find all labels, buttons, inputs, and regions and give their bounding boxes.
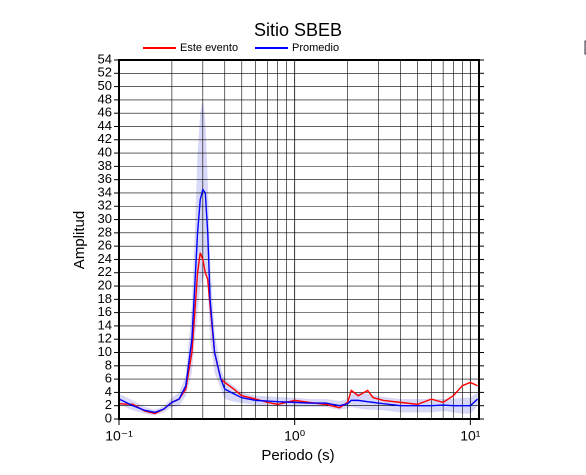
x-axis-label: Periodo (s) xyxy=(261,447,334,464)
y-tick-label: 14 xyxy=(98,317,112,332)
y-tick-label: 46 xyxy=(98,105,112,120)
y-tick-label: 18 xyxy=(98,291,112,306)
series-line xyxy=(118,188,479,414)
y-tick-label: 24 xyxy=(98,251,112,266)
y-tick-label: 4 xyxy=(105,384,112,399)
y-tick-label: 12 xyxy=(98,331,112,346)
y-tick-label: 30 xyxy=(98,211,112,226)
y-tick-label: 42 xyxy=(98,131,112,146)
y-tick-label: 36 xyxy=(98,171,112,186)
y-tick-label: 40 xyxy=(98,145,112,160)
y-tick-label: 34 xyxy=(98,184,112,199)
plot-frame xyxy=(118,59,480,420)
y-tick-label: 8 xyxy=(105,357,112,372)
y-tick-label: 26 xyxy=(98,238,112,253)
y-tick-label: 10 xyxy=(98,344,112,359)
y-tick-label: 0 xyxy=(105,410,112,425)
x-tick-label: 10¹ xyxy=(460,428,481,444)
legend-label: Este evento xyxy=(180,42,238,54)
y-tick-label: 48 xyxy=(98,91,112,106)
y-tick-label: 32 xyxy=(98,198,112,213)
y-tick-label: 52 xyxy=(98,65,112,80)
y-tick-label: 20 xyxy=(98,277,112,292)
y-tick-label: 50 xyxy=(98,78,112,93)
legend-label: Promedio xyxy=(292,42,339,54)
x-tick-label: 10⁻¹ xyxy=(105,428,133,444)
x-tick-label: 10⁰ xyxy=(284,428,306,444)
series-line xyxy=(118,252,478,415)
y-tick-label: 38 xyxy=(98,158,112,173)
y-axis-label: Amplitud xyxy=(71,211,88,269)
y-tick-label: 6 xyxy=(105,371,112,386)
y-tick-label: 54 xyxy=(98,51,112,66)
y-tick-label: 16 xyxy=(98,304,112,319)
y-tick-label: 2 xyxy=(105,397,112,412)
y-tick-label: 28 xyxy=(98,224,112,239)
std-band xyxy=(119,99,478,416)
chart-title: Sitio SBEB xyxy=(254,20,342,40)
y-tick-label: 44 xyxy=(98,118,112,133)
y-tick-label: 22 xyxy=(98,264,112,279)
